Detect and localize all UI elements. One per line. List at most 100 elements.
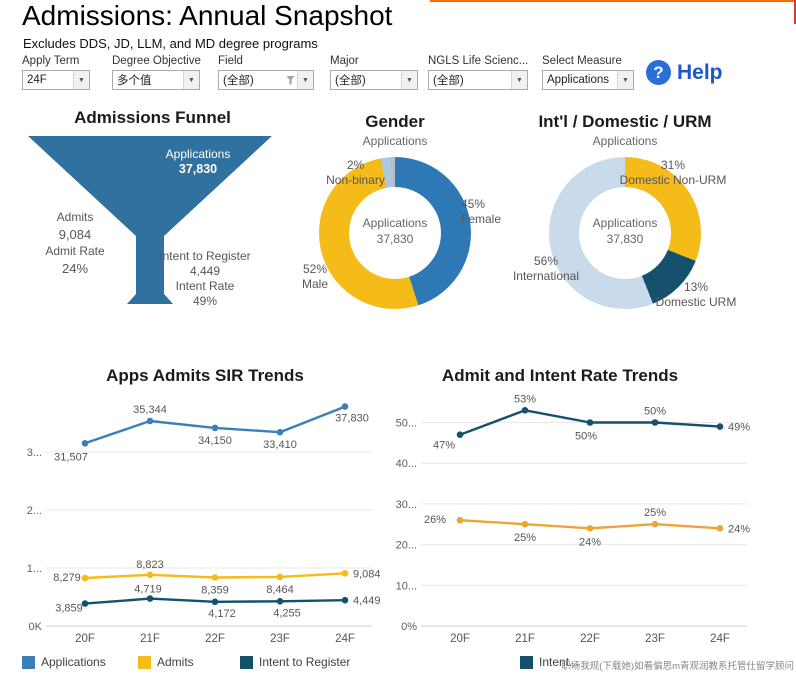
- help-button[interactable]: ? Help: [646, 60, 723, 85]
- watermark-text: 职场我规(下载她)如看偏思m青观润教系托管仕留学顾问: [561, 661, 794, 672]
- slice-label-male: 52% Male: [301, 262, 328, 291]
- legend-swatch: [22, 655, 35, 669]
- filter-label-major: Major: [330, 55, 359, 67]
- intent-label: Intent to Register: [159, 249, 251, 263]
- gender-subtitle: Applications: [362, 134, 428, 148]
- svg-text:40...: 40...: [396, 458, 417, 470]
- svg-text:1...: 1...: [27, 563, 42, 575]
- filter-major-value: (全部): [335, 75, 366, 87]
- svg-text:33,410: 33,410: [263, 439, 297, 451]
- svg-text:8,359: 8,359: [201, 585, 229, 597]
- funnel-stage-value: 37,830: [178, 162, 218, 176]
- svg-text:23F: 23F: [270, 633, 290, 645]
- legend-item-intent-to-register[interactable]: Intent to Register: [240, 655, 350, 669]
- right-red-line: [794, 0, 796, 24]
- legend-swatch: [520, 655, 533, 669]
- filter-degree-objective-value: 多个值: [117, 75, 152, 87]
- dropdown-caret-icon[interactable]: ▼: [511, 71, 527, 89]
- legend-label: Intent...: [539, 655, 580, 669]
- page-subtitle: Excludes DDS, JD, LLM, and MD degree pro…: [23, 36, 318, 51]
- legend-swatch: [240, 655, 253, 669]
- funnel-intent-block: Intent to Register 4,449 Intent Rate 49%: [143, 249, 267, 309]
- donut-hole: [349, 187, 441, 279]
- admits-label: Admits: [56, 210, 94, 224]
- svg-text:20F: 20F: [75, 633, 95, 645]
- svg-text:37,830: 37,830: [335, 413, 369, 425]
- dropdown-caret-icon[interactable]: ▼: [183, 71, 199, 89]
- intl-center-label: Applications 37,830: [592, 216, 658, 246]
- svg-text:4,449: 4,449: [353, 595, 381, 607]
- svg-text:4,255: 4,255: [273, 607, 301, 619]
- filter-field[interactable]: (全部) ▼: [218, 70, 314, 90]
- svg-text:4,719: 4,719: [134, 584, 162, 596]
- donut-hole: [579, 187, 671, 279]
- svg-text:23F: 23F: [645, 633, 665, 645]
- dropdown-caret-icon[interactable]: ▼: [297, 71, 313, 89]
- filter-major[interactable]: (全部) ▼: [330, 70, 418, 90]
- filter-ngls[interactable]: (全部) ▼: [428, 70, 528, 90]
- legend-label: Intent to Register: [259, 655, 351, 669]
- svg-text:22F: 22F: [580, 633, 600, 645]
- legend-swatch: [138, 655, 151, 669]
- svg-text:0K: 0K: [29, 621, 43, 633]
- filter-select-measure[interactable]: Applications ▼: [542, 70, 634, 90]
- top-orange-line: [430, 0, 796, 2]
- intl-donut-chart[interactable]: Applications 37,830: [549, 157, 701, 309]
- svg-text:22F: 22F: [205, 633, 225, 645]
- intent-rate-value: 49%: [192, 294, 218, 308]
- svg-text:3,859: 3,859: [55, 603, 83, 615]
- filter-apply-term-value: 24F: [27, 74, 47, 86]
- funnel-chart[interactable]: [28, 136, 272, 312]
- legend-label: Applications: [41, 655, 106, 669]
- filter-degree-objective[interactable]: 多个值 ▼: [112, 70, 200, 90]
- filter-label-apply-term: Apply Term: [22, 55, 80, 67]
- slice-label-international: 56% International: [512, 254, 580, 283]
- legend-item-intent-rate[interactable]: Intent...: [520, 655, 579, 669]
- admits-value: 9,084: [58, 227, 92, 242]
- svg-text:53%: 53%: [514, 393, 536, 405]
- svg-text:8,823: 8,823: [136, 559, 164, 571]
- intl-title: Int'l / Domestic / URM: [538, 112, 712, 131]
- svg-text:24%: 24%: [579, 536, 601, 548]
- dropdown-caret-icon[interactable]: ▼: [617, 71, 633, 89]
- legend-item-applications[interactable]: Applications: [22, 655, 106, 669]
- legend-item-admits[interactable]: Admits: [138, 655, 194, 669]
- intl-subtitle: Applications: [592, 134, 658, 148]
- dropdown-caret-icon[interactable]: ▼: [73, 71, 89, 89]
- svg-text:21F: 21F: [140, 633, 160, 645]
- svg-text:49%: 49%: [728, 422, 750, 434]
- svg-text:10...: 10...: [396, 580, 417, 592]
- svg-text:24F: 24F: [710, 633, 730, 645]
- funnel-admits-block: Admits 9,084 Admit Rate 24%: [28, 209, 122, 277]
- svg-text:25%: 25%: [514, 532, 536, 544]
- rate-trends-chart[interactable]: 0% 10... 20... 30... 40... 50... 20F 21F 22F 23F 2…: [391, 388, 761, 650]
- apps-trends-title: Apps Admits SIR Trends: [106, 366, 304, 385]
- svg-text:9,084: 9,084: [353, 568, 381, 580]
- gender-title: Gender: [365, 112, 425, 131]
- filter-field-value: (全部): [223, 75, 254, 87]
- filter-apply-term[interactable]: 24F ▼: [22, 70, 90, 90]
- svg-text:8,464: 8,464: [266, 584, 294, 596]
- svg-text:25%: 25%: [644, 507, 666, 519]
- admit-rate-label: Admit Rate: [45, 244, 105, 258]
- apps-trends-chart[interactable]: 0K 1... 2... 3... 20F 21F 22F 23F 24F 31,507 35,34…: [16, 388, 386, 650]
- gender-donut-chart[interactable]: Applications 37,830: [319, 157, 471, 309]
- svg-text:50%: 50%: [575, 431, 597, 443]
- filter-select-measure-value: Applications: [547, 74, 610, 86]
- dropdown-caret-icon[interactable]: ▼: [401, 71, 417, 89]
- svg-text:24F: 24F: [335, 633, 355, 645]
- svg-text:24%: 24%: [728, 523, 750, 535]
- svg-text:20F: 20F: [450, 633, 470, 645]
- svg-text:34,150: 34,150: [198, 435, 232, 447]
- rate-trends-title: Admit and Intent Rate Trends: [441, 366, 679, 385]
- filter-label-degree-objective: Degree Objective: [112, 55, 201, 67]
- slice-label-nonbinary: 2% Non-binary: [326, 158, 385, 187]
- slice-label-domestic-nonurm: 31% Domestic Non-URM: [619, 158, 727, 187]
- funnel-stage-label: Applications: [165, 147, 231, 161]
- slice-label-female: 45% Female: [461, 197, 502, 226]
- svg-text:21F: 21F: [515, 633, 535, 645]
- intent-rate-label: Intent Rate: [175, 279, 235, 293]
- svg-text:47%: 47%: [433, 440, 455, 452]
- filter-funnel-icon: [286, 75, 295, 85]
